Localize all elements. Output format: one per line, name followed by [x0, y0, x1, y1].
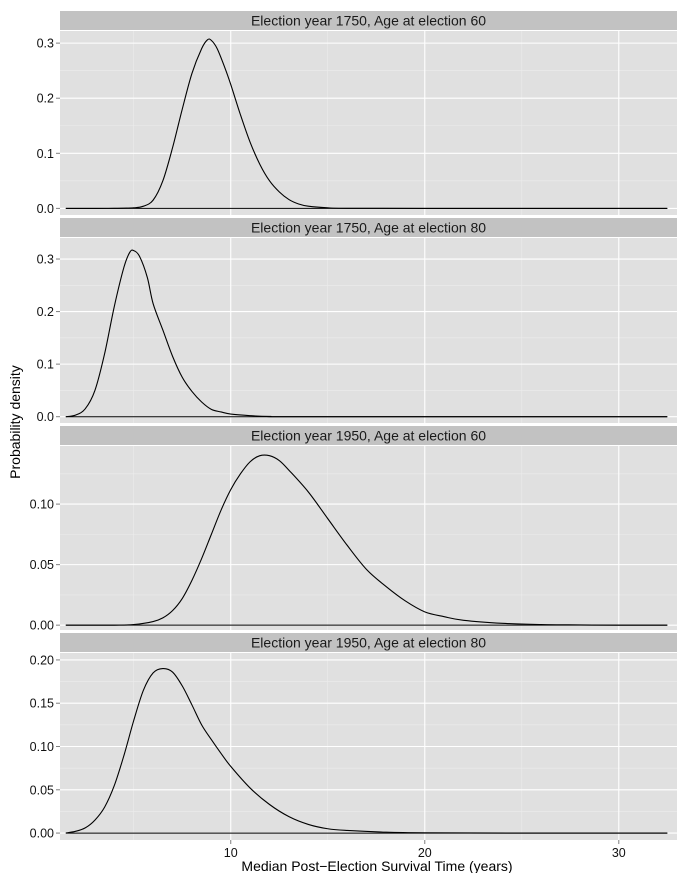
facet-strip-title: Election year 1950, Age at election 60 [251, 428, 486, 444]
density-curve [65, 38, 668, 209]
y-tick-label: 0.00 [30, 619, 54, 633]
y-tick-label: 0.10 [30, 740, 54, 754]
plot-panel-background [60, 446, 677, 630]
facet-strip [60, 426, 677, 445]
facet-strip-title: Election year 1750, Age at election 80 [251, 220, 486, 236]
facet-panel: Election year 1950, Age at election 80 0.… [30, 633, 677, 841]
plot-panel-background [60, 31, 677, 215]
y-axis-title: Probability density [7, 365, 23, 479]
y-tick-label: 0.3 [37, 37, 54, 51]
y-tick-label: 0.10 [30, 498, 54, 512]
facet-strip-title: Election year 1750, Age at election 60 [251, 13, 486, 29]
y-tick-label: 0.0 [37, 410, 54, 424]
y-tick-label: 0.1 [37, 358, 54, 372]
density-curve [65, 249, 668, 418]
facet-panel: Election year 1950, Age at election 60 0.… [30, 426, 677, 633]
facet-strip [60, 633, 677, 652]
y-tick-label: 0.2 [37, 305, 54, 319]
y-tick-label: 0.2 [37, 92, 54, 106]
y-tick-label: 0.0 [37, 202, 54, 216]
y-tick-label: 0.05 [30, 783, 54, 797]
x-tick-label: 10 [224, 846, 238, 860]
y-tick-label: 0.3 [37, 253, 54, 267]
x-tick-label: 20 [418, 846, 432, 860]
x-axis-title: Median Post−Election Survival Time (year… [241, 858, 512, 873]
facet-strip-title: Election year 1950, Age at election 80 [251, 635, 486, 651]
density-curve [65, 454, 668, 626]
facet-strip [60, 11, 677, 30]
plot-panel-background [60, 238, 677, 423]
panels-layer: Election year 1750, Age at election 60 0.… [30, 11, 677, 860]
y-tick-label: 0.20 [30, 653, 54, 667]
facet-strip [60, 218, 677, 237]
y-tick-label: 0.00 [30, 827, 54, 841]
facet-panel: Election year 1750, Age at election 60 0.… [37, 11, 677, 216]
facet-panel: Election year 1750, Age at election 80 0.… [37, 218, 677, 424]
x-tick-label: 30 [612, 846, 626, 860]
y-tick-label: 0.1 [37, 147, 54, 161]
density-curve [65, 668, 668, 834]
y-tick-label: 0.15 [30, 697, 54, 711]
y-tick-label: 0.05 [30, 558, 54, 572]
